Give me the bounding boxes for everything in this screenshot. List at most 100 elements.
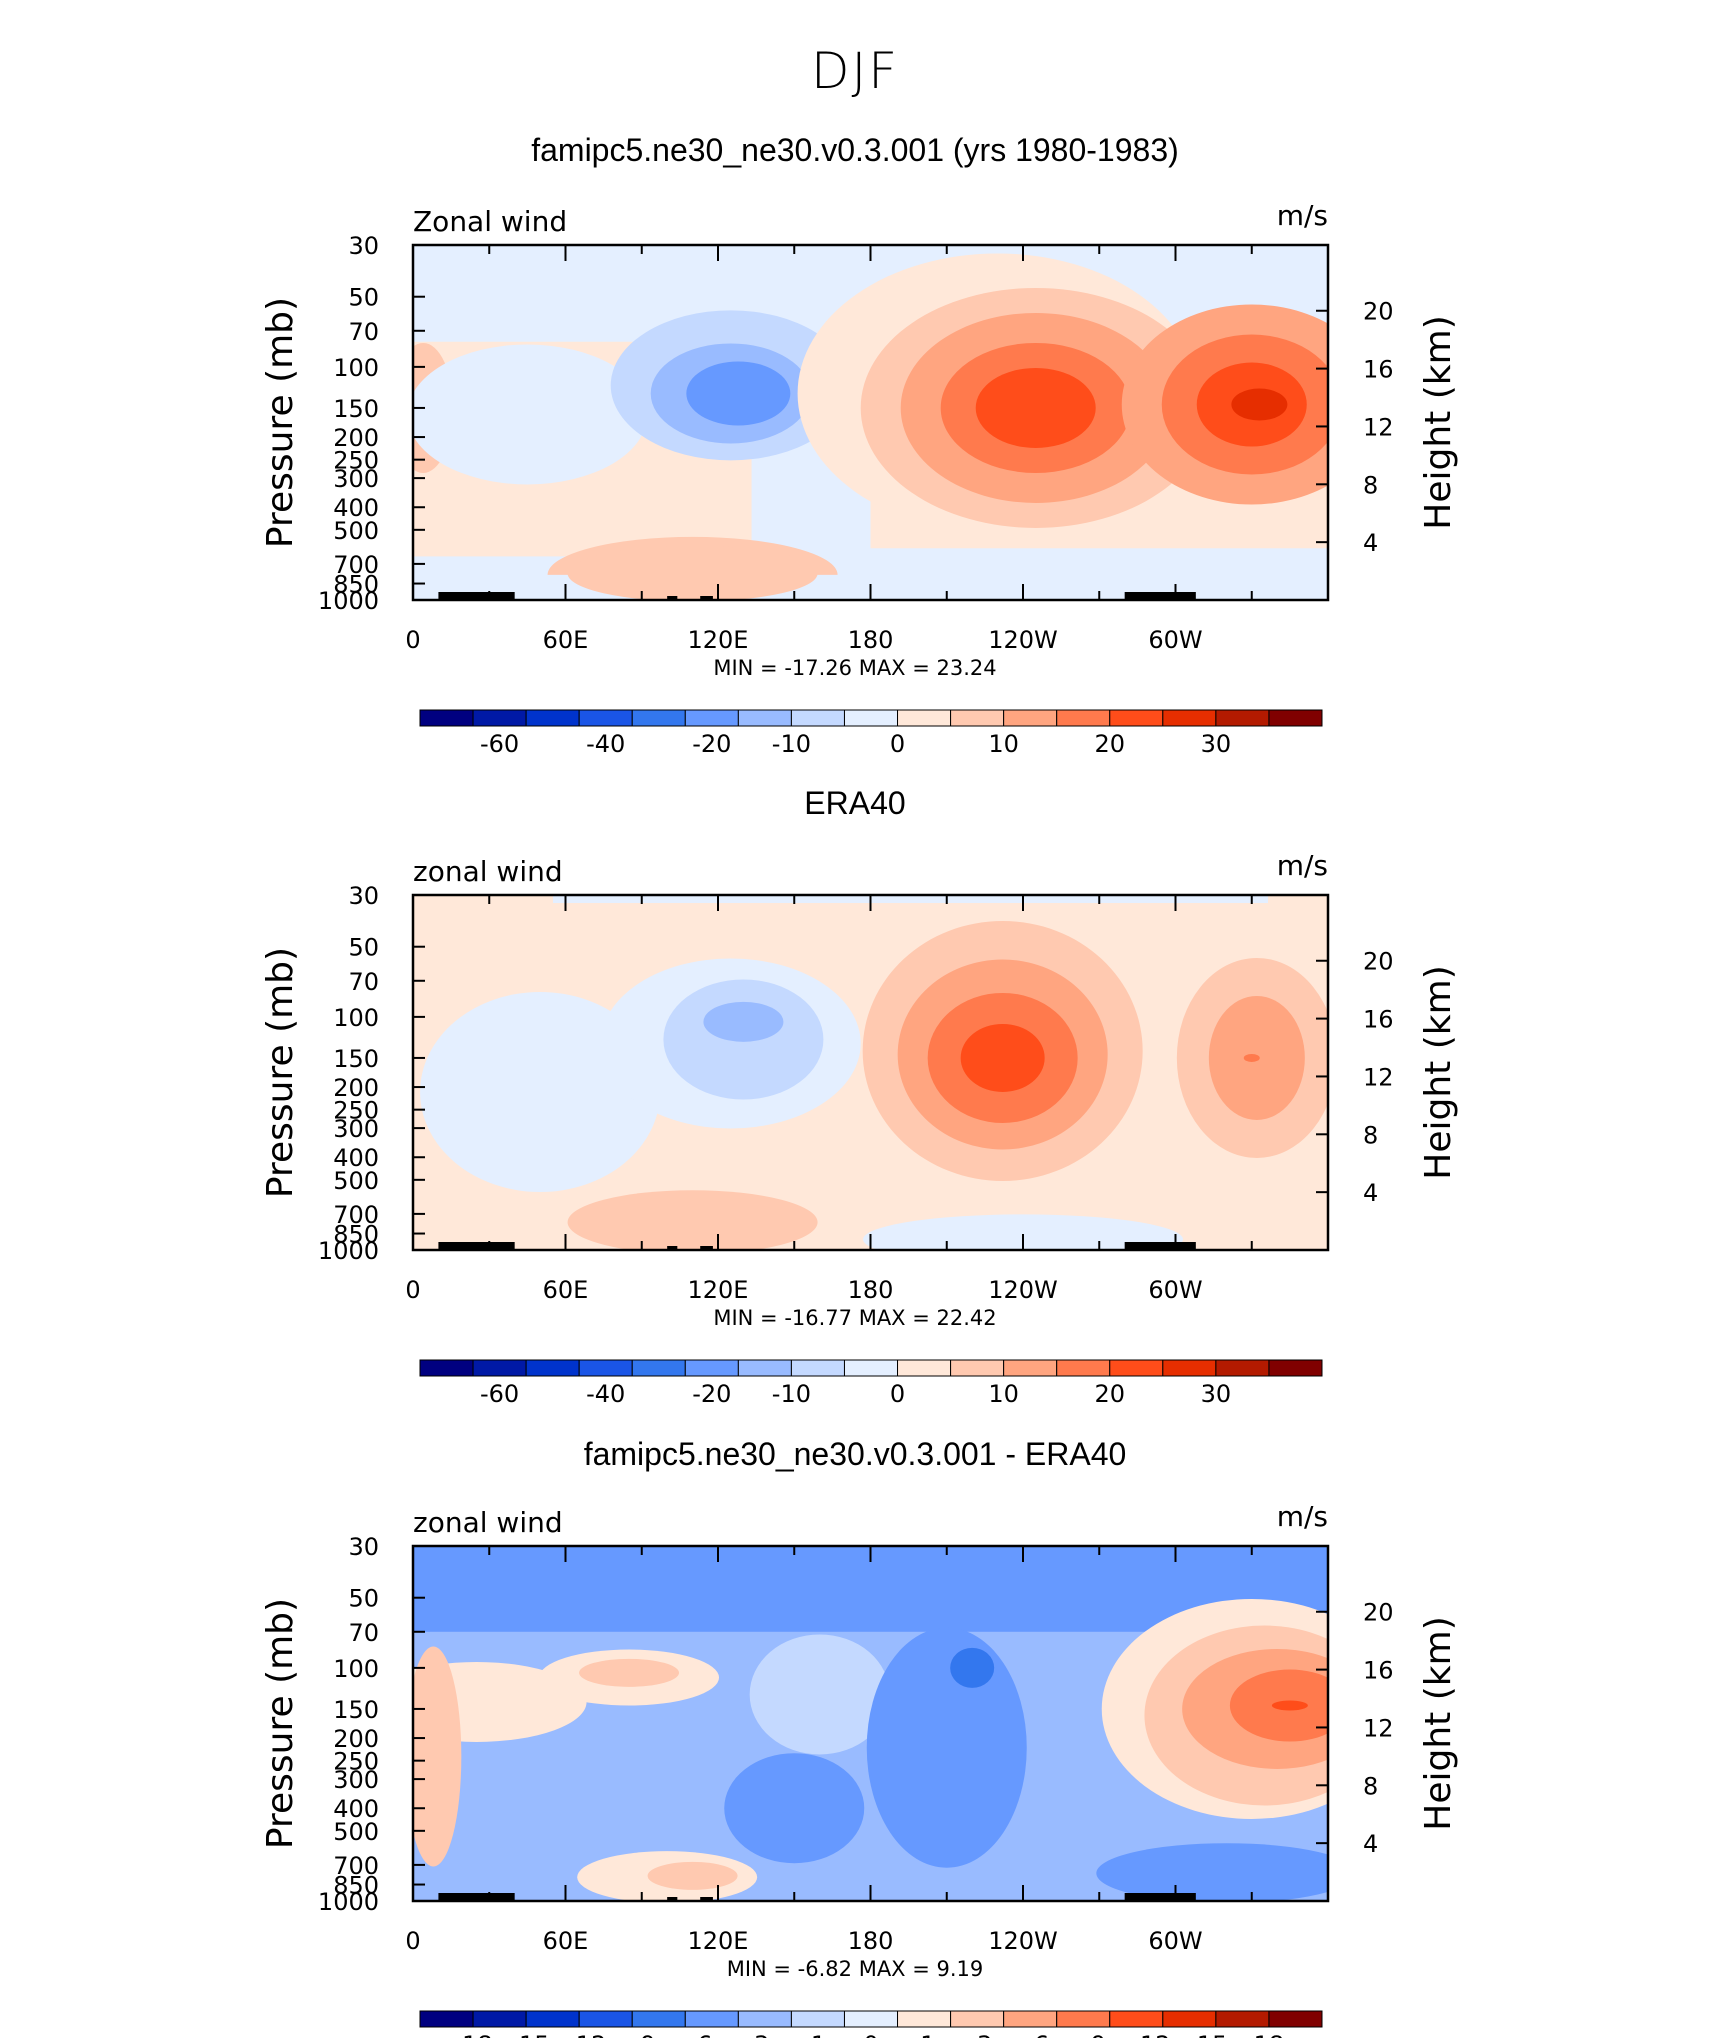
- y-tick-label: 30: [348, 1533, 379, 1561]
- topography-mask: [484, 596, 513, 600]
- y-tick-label: 1000: [318, 587, 379, 615]
- colorbar-label: -3: [745, 2031, 769, 2038]
- variable-label: zonal wind: [413, 1506, 563, 1539]
- contour-panel-difference: zonal wind m/s0 60E 120E 180 120W 60W305070100…: [260, 1500, 1459, 2038]
- colorbar-label: -15: [510, 2031, 549, 2038]
- contour-panel-era40: zonal wind m/s0 60E 120E 180 120W 60W305070100…: [260, 849, 1459, 1408]
- colorbar-label: -12: [567, 2031, 606, 2038]
- colorbar-label: 30: [1201, 1380, 1232, 1408]
- y-tick-label: 400: [333, 1144, 379, 1172]
- units-label: m/s: [1277, 849, 1328, 882]
- contour-blob: [863, 1214, 1183, 1250]
- topography-mask: [1124, 1242, 1196, 1250]
- top-band: [553, 895, 1268, 903]
- x-tick-label: 0: [405, 626, 420, 654]
- colorbar-box: [1268, 709, 1323, 727]
- colorbar-label: -20: [692, 1380, 731, 1408]
- colorbar-box: [843, 1359, 899, 1377]
- colorbar-box: [631, 1359, 686, 1377]
- colorbar-label: 9: [1091, 2031, 1106, 2038]
- y-tick-label: 400: [333, 1795, 379, 1823]
- y-tick-label: 150: [333, 1696, 379, 1724]
- colorbar-box: [578, 2010, 633, 2028]
- y-axis-title: Pressure (mb): [260, 1598, 301, 1849]
- colorbar-box: [1056, 709, 1111, 727]
- y-tick-label: 850: [333, 1221, 379, 1249]
- x-tick-label: 120E: [688, 1927, 749, 1955]
- colorbar-box: [843, 709, 899, 727]
- y-right-tick-label: 20: [1363, 298, 1394, 326]
- colorbar-label: -40: [586, 730, 625, 758]
- min-max-stats: MIN = -6.82 MAX = 9.19: [727, 1957, 984, 1981]
- variable-label: Zonal wind: [413, 205, 567, 238]
- colorbar-box: [790, 2010, 845, 2028]
- colorbar-box: [1215, 709, 1270, 727]
- colorbar-label: 0: [863, 2031, 878, 2038]
- colorbar-box: [684, 709, 739, 727]
- contour-blob: [749, 1634, 890, 1755]
- topography-mask: [667, 1246, 678, 1250]
- colorbar-box: [631, 709, 686, 727]
- colorbar-label: -60: [480, 730, 519, 758]
- colorbar-box: [1162, 709, 1217, 727]
- topography-mask: [1124, 592, 1196, 600]
- y-tick-label: 250: [333, 1748, 379, 1776]
- y-right-tick-label: 4: [1363, 1179, 1378, 1207]
- colorbar-box: [1056, 1359, 1111, 1377]
- page-title: DJF: [810, 42, 899, 100]
- y-tick-label: 500: [333, 1818, 379, 1846]
- y-tick-label: 300: [333, 1115, 379, 1143]
- y-tick-label: 200: [333, 424, 379, 452]
- y-tick-label: 300: [333, 465, 379, 493]
- y-right-tick-label: 20: [1363, 1599, 1394, 1627]
- colorbar-box: [472, 1359, 527, 1377]
- y-right-tick-label: 4: [1363, 1830, 1378, 1858]
- colorbar-box: [525, 2010, 580, 2028]
- contour-blob: [647, 1861, 738, 1890]
- colorbar-label: 0: [890, 730, 905, 758]
- colorbar-box: [419, 709, 474, 727]
- units-label: m/s: [1277, 199, 1328, 232]
- y-right-tick-label: 8: [1363, 1772, 1378, 1800]
- y-axis-title: Pressure (mb): [260, 297, 301, 548]
- colorbar-label: 10: [988, 730, 1019, 758]
- colorbar-box: [1003, 2010, 1058, 2028]
- colorbar-box: [790, 709, 845, 727]
- colorbar-label: 3: [977, 2031, 992, 2038]
- x-tick-label: 60E: [543, 1927, 589, 1955]
- colorbar-box: [1109, 709, 1164, 727]
- y-tick-label: 30: [348, 232, 379, 260]
- contour-blob: [579, 1658, 680, 1687]
- y-tick-label: 500: [333, 1167, 379, 1195]
- contour-blob: [1096, 1843, 1328, 1901]
- topography-mask: [667, 1897, 678, 1901]
- colorbar-label: 20: [1094, 1380, 1125, 1408]
- variable-label: zonal wind: [413, 855, 563, 888]
- colorbar-label: 6: [1034, 2031, 1049, 2038]
- x-tick-label: 120E: [688, 1276, 749, 1304]
- colorbar-box: [419, 2010, 474, 2028]
- y-tick-label: 30: [348, 882, 379, 910]
- y-tick-label: 700: [333, 1201, 379, 1229]
- contour-blob: [866, 1627, 1027, 1868]
- x-tick-label: 180: [848, 1276, 894, 1304]
- x-tick-label: 0: [405, 1927, 420, 1955]
- contour-field: [413, 245, 1328, 600]
- colorbar-box: [843, 2010, 899, 2028]
- topography-mask: [700, 1246, 713, 1250]
- colorbar-label: 1: [920, 2031, 935, 2038]
- topography-mask: [1124, 1893, 1196, 1901]
- colorbar-label: -9: [632, 2031, 656, 2038]
- colorbar-box: [1109, 2010, 1164, 2028]
- y-tick-label: 70: [348, 968, 379, 996]
- y-tick-label: 700: [333, 1852, 379, 1880]
- y-tick-label: 100: [333, 1004, 379, 1032]
- colorbar-box: [1215, 1359, 1270, 1377]
- colorbar-box: [578, 1359, 633, 1377]
- colorbar-box: [950, 2010, 1005, 2028]
- contour-blob: [960, 1023, 1045, 1092]
- y-tick-label: 150: [333, 1045, 379, 1073]
- colorbar-box: [684, 1359, 739, 1377]
- colorbar-box: [950, 1359, 1005, 1377]
- y-tick-label: 70: [348, 318, 379, 346]
